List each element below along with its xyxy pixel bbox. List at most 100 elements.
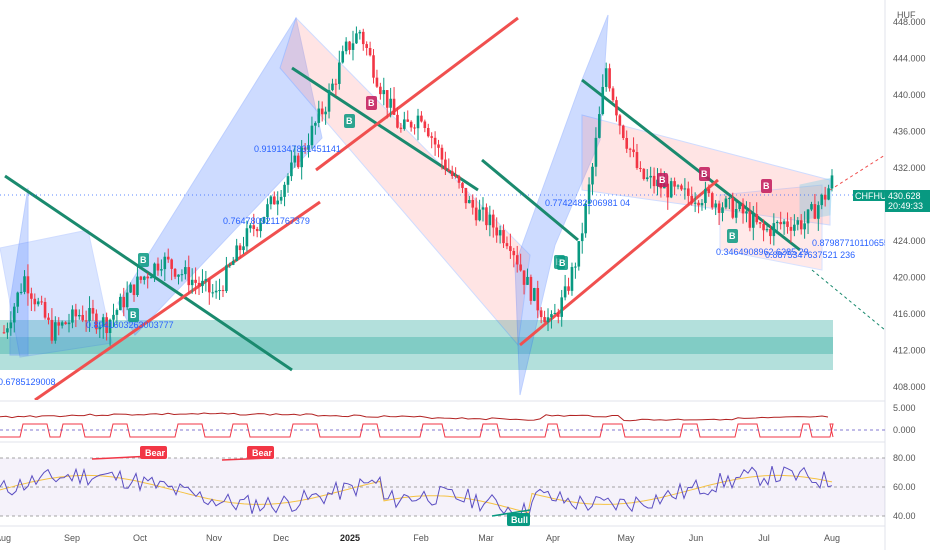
candle-body (60, 322, 64, 326)
candle-body (450, 171, 454, 177)
candle-body (293, 155, 297, 163)
price-tick: 432.000 (893, 163, 926, 173)
candle-body (115, 310, 119, 315)
signal-badge (727, 229, 738, 243)
candle-body (762, 223, 765, 231)
month-tick: Feb (413, 533, 429, 543)
candle-body (242, 246, 245, 251)
signal-text: B (140, 255, 147, 265)
signal-text: B (346, 116, 353, 126)
candle-body (399, 127, 403, 129)
candle-body (54, 322, 57, 341)
signal-badge (128, 308, 139, 322)
candle-body (50, 319, 54, 341)
candle-body (529, 276, 533, 301)
candle-body (358, 31, 362, 34)
candle-body (47, 317, 50, 320)
candle-body (738, 203, 741, 209)
candle-body (416, 115, 420, 129)
candle-body (221, 290, 225, 292)
candle-body (259, 223, 262, 232)
candle-body (201, 280, 204, 287)
candle-body (379, 86, 382, 95)
candle-body (324, 111, 327, 115)
candle-body (170, 259, 173, 269)
countdown: 20:49:33 (888, 201, 923, 211)
candle-body (621, 125, 625, 138)
annotation-label: 0.9191347831451141 (254, 144, 341, 154)
candle-body (392, 98, 396, 115)
channel-3-rising (117, 16, 323, 336)
candle-body (515, 255, 519, 265)
candle-body (611, 88, 615, 101)
annotation-label: 0.8941603263003777 (86, 320, 174, 330)
candle-body (67, 322, 71, 325)
rsi-tick: 40.00 (893, 511, 916, 521)
candle-body (471, 199, 475, 208)
candle-body (440, 147, 444, 160)
candle-body (40, 301, 43, 303)
candle-body (197, 282, 201, 287)
time-axis: Aug Sep Oct Nov Dec 2025 Feb Mar Apr May Jun Jul Aug (0, 533, 840, 543)
candle-body (423, 121, 427, 129)
projection-red (829, 154, 885, 191)
candle-body (166, 256, 170, 260)
candle-body (731, 198, 735, 218)
last-price: 430.628 (888, 191, 921, 201)
candle-body (296, 155, 300, 168)
candle-body (290, 162, 293, 177)
candle-body (563, 286, 567, 298)
candle-body (707, 188, 711, 194)
candle-body (820, 194, 824, 206)
candle-body (160, 269, 163, 271)
candle-body (252, 225, 256, 229)
candle-body (604, 68, 608, 87)
svg-text:Bull: Bull (511, 515, 528, 525)
price-tick: 416.000 (893, 309, 926, 319)
signal-text: B (130, 310, 137, 320)
month-tick: Jun (689, 533, 704, 543)
currency-label: HUF (897, 10, 916, 20)
candle-body (782, 221, 786, 225)
candle-body (652, 175, 656, 187)
candle-body (36, 301, 40, 305)
candle-body (598, 114, 601, 138)
candle-body (214, 290, 218, 293)
candle-body (255, 228, 259, 232)
candle-body (817, 205, 820, 219)
candle-body (830, 175, 834, 189)
candle-body (789, 226, 793, 231)
candle-body (474, 207, 478, 221)
candle-body (272, 196, 276, 205)
candle-body (64, 322, 67, 325)
candle-body (461, 182, 464, 188)
candle-body (132, 284, 136, 296)
candle-body (803, 223, 806, 230)
candle-body (266, 204, 269, 218)
annotation-label: 0.8798771011065563 (812, 238, 899, 248)
candle-body (286, 176, 290, 185)
candle-body (635, 152, 639, 168)
month-tick: 2025 (340, 533, 360, 543)
candle-body (724, 198, 728, 208)
candle-body (238, 245, 242, 251)
month-tick: Nov (206, 533, 223, 543)
candle-body (389, 98, 392, 108)
candle-body (704, 188, 707, 204)
candle-body (683, 188, 687, 190)
candle-body (615, 100, 618, 116)
candle-body (700, 203, 704, 206)
candle-body (95, 313, 98, 330)
candle-body (88, 308, 91, 321)
candle-body (6, 328, 9, 333)
candle-body (669, 181, 673, 198)
signal-badge (761, 179, 772, 193)
month-tick: Dec (273, 533, 290, 543)
candle-body (799, 220, 803, 230)
symbol-tag: CHFHUF (855, 191, 892, 201)
candle-body (194, 279, 197, 283)
candle-body (491, 214, 495, 228)
candle-body (632, 149, 635, 153)
candle-body (142, 276, 146, 280)
